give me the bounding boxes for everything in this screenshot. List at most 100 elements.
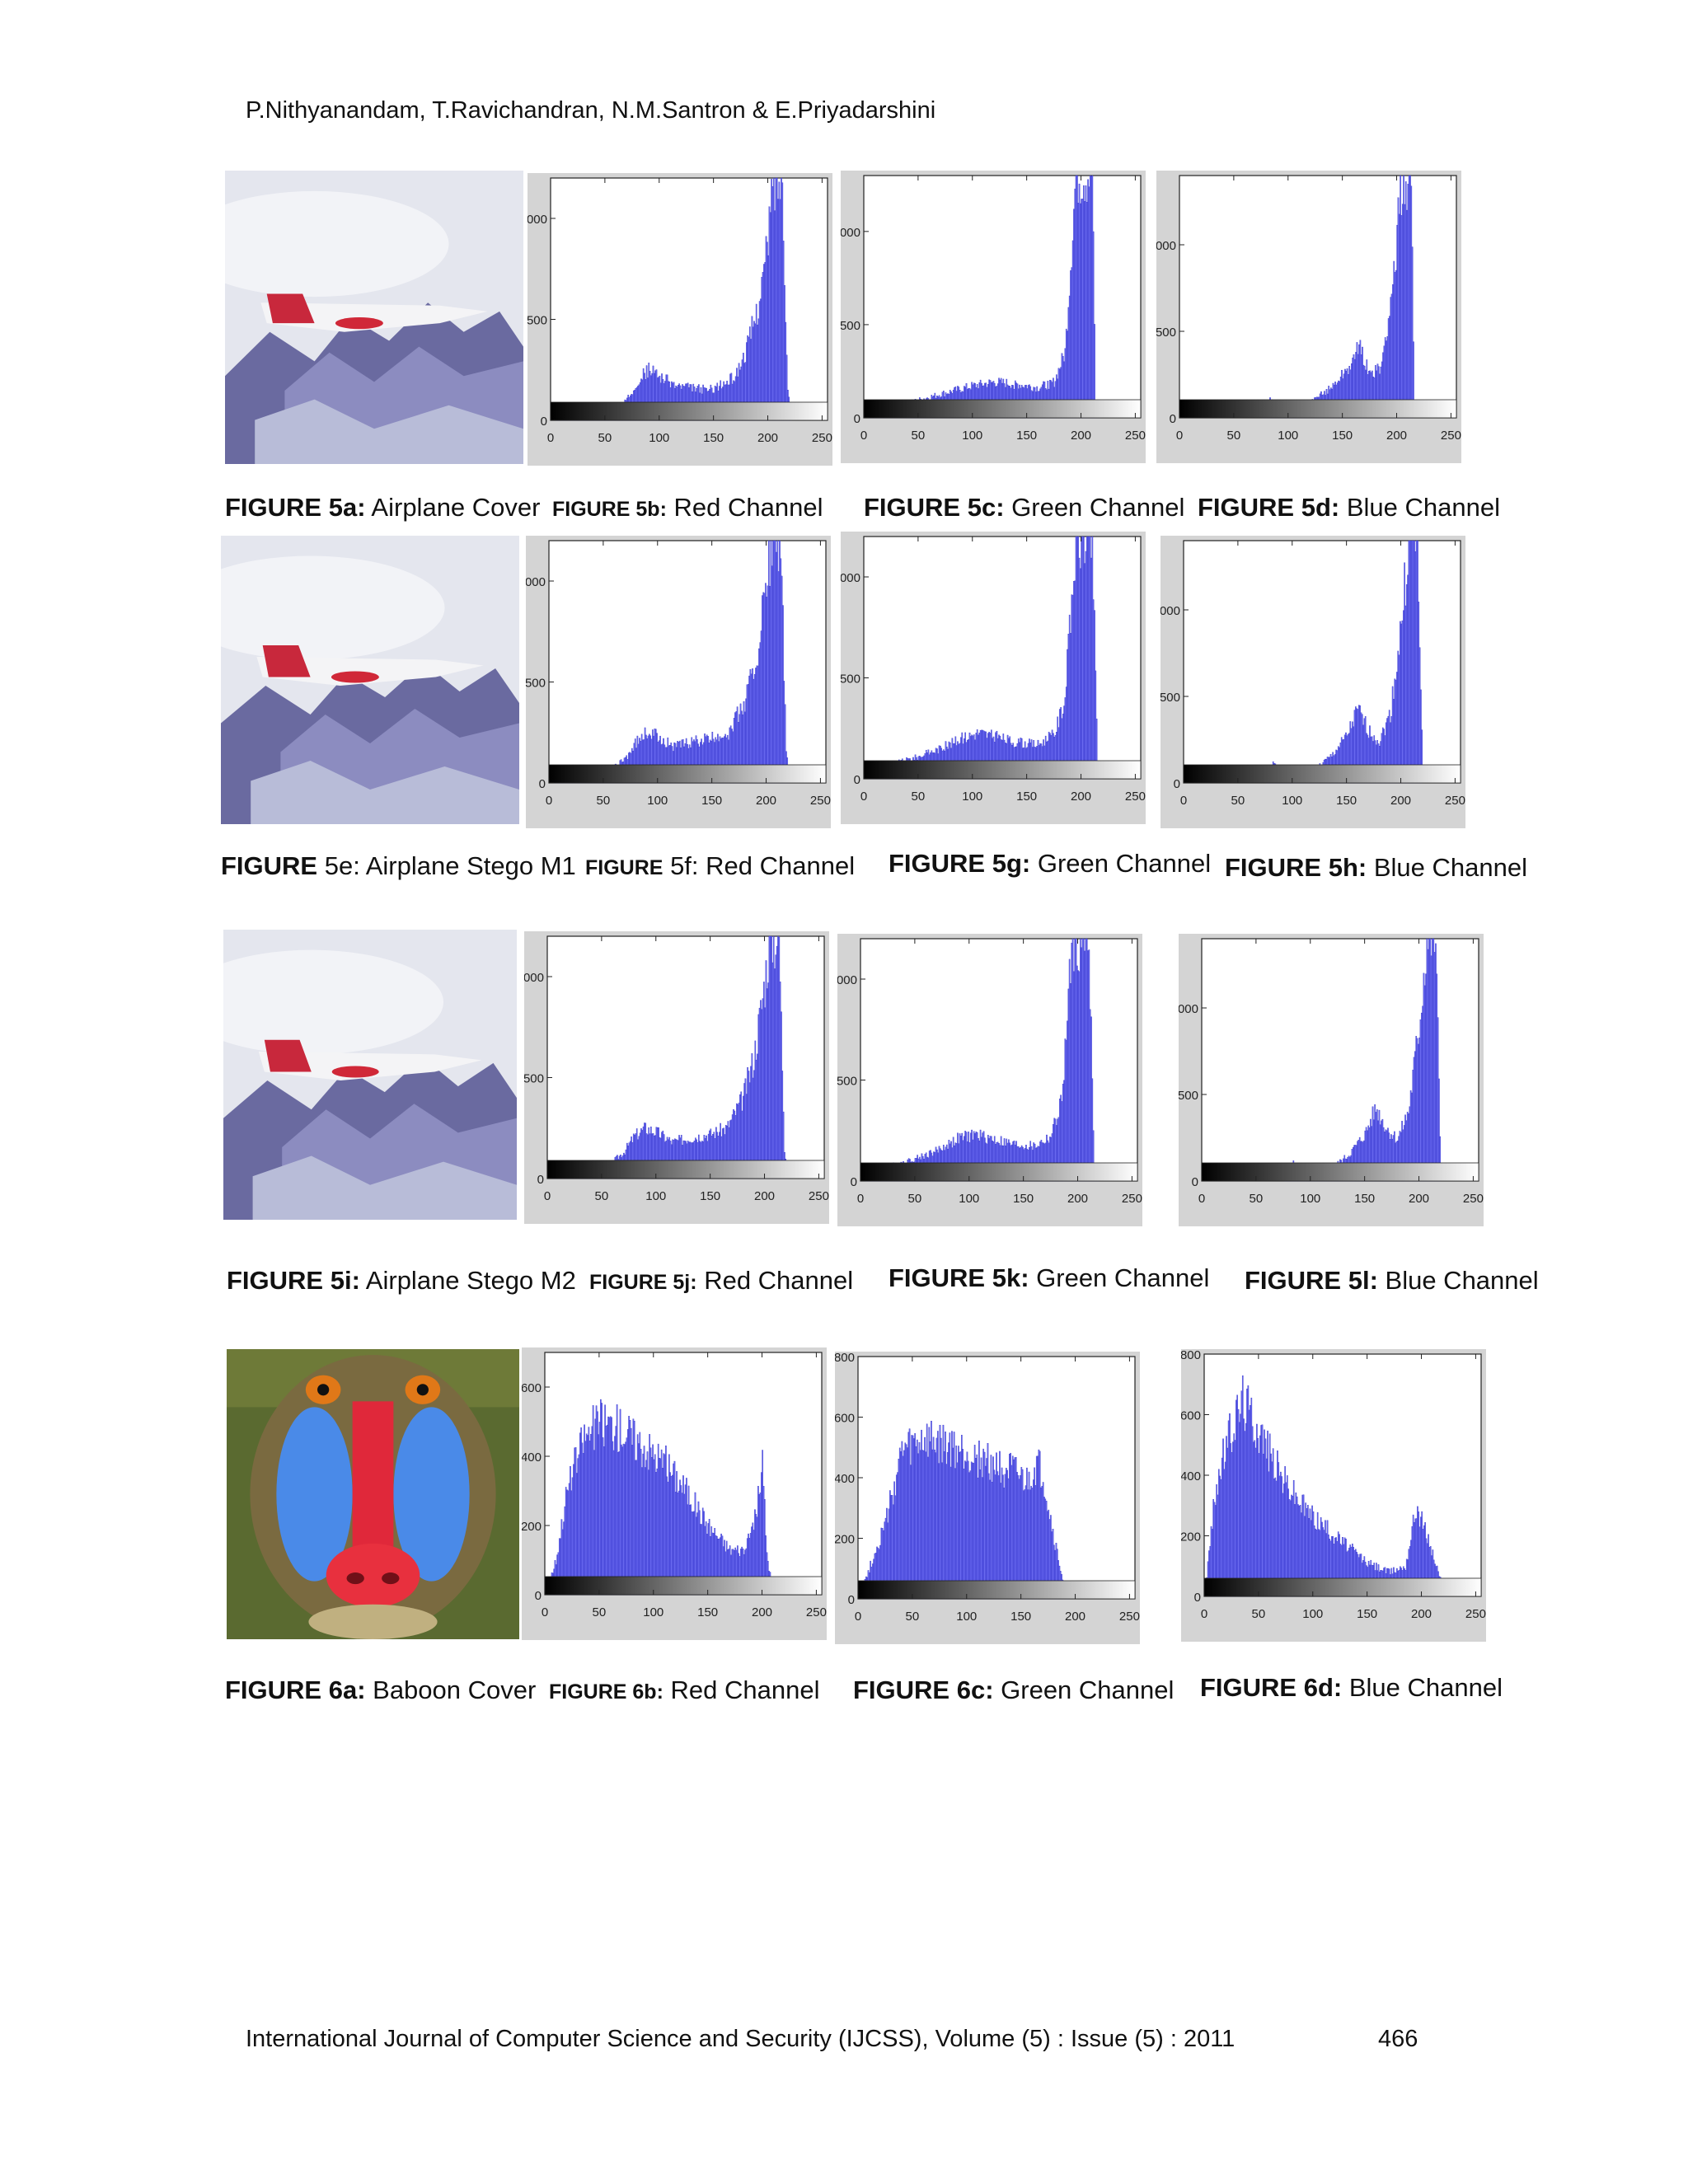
histogram-bar [1415,540,1418,784]
page-number: 466 [1378,2026,1418,2052]
histogram-bar [962,1449,964,1600]
histogram-bar [777,199,779,421]
histogram-bar [1092,231,1095,419]
histogram-bar [1227,1420,1230,1597]
histogram-bar [1006,1469,1008,1600]
histogram-bar [1237,1408,1240,1597]
x-tick-label: 200 [1411,1607,1432,1621]
histogram-bar [910,1465,912,1600]
histogram-bar [915,1446,917,1600]
y-tick-label: 0 [1170,412,1176,426]
histogram-bar [1223,1469,1226,1597]
histogram-bar [1092,599,1095,780]
histogram-svg: 0 500 1000 0 50 100 150 200 250 [841,532,1146,824]
histogram-bar [765,583,767,784]
histogram-bar [987,1473,990,1600]
x-tick-label: 100 [962,429,982,443]
histogram-bar [929,1441,931,1600]
histogram-bar [574,1447,576,1596]
histogram-bar [641,1467,643,1596]
histogram-bar [1222,1438,1224,1597]
histogram-bar [1068,614,1071,780]
histogram-bar [1422,1005,1423,1182]
histogram-bar [614,1436,616,1596]
histogram-bar [1246,1388,1248,1597]
histogram-bar [986,1458,987,1600]
x-tick-label: 100 [1278,429,1298,443]
histogram-bar [1087,536,1089,780]
histogram-bar [1268,1433,1271,1597]
histogram-bar [771,186,774,421]
x-tick-label: 100 [649,431,669,445]
histogram-bar [1403,610,1404,784]
x-tick-label: 200 [1409,1192,1429,1206]
histogram-bar [937,1431,939,1600]
histogram-bar [1074,938,1076,1182]
intensity-gradient-strip [1203,1577,1482,1597]
x-tick-label: 150 [703,431,724,445]
x-tick-label: 150 [1332,429,1353,443]
histogram-bar [921,1450,924,1600]
histogram-bar [1011,1455,1014,1600]
histogram-bar [767,982,769,1179]
histogram-bar [573,1464,574,1596]
x-tick-label: 50 [1227,429,1241,443]
histogram-bar [1090,176,1092,419]
histogram-bar [922,1451,925,1600]
histogram-bar [763,264,765,421]
histogram-bar [1270,1453,1272,1597]
x-tick-label: 50 [593,1605,607,1619]
histogram-bar [635,1460,638,1596]
x-tick-label: 100 [1282,794,1302,808]
x-tick-label: 150 [700,1189,720,1203]
y-tick-label: 1000 [524,971,544,985]
y-tick-label: 800 [835,1352,855,1365]
histogram-bar [914,1433,916,1600]
x-tick-label: 200 [1390,794,1411,808]
caption-5b: FIGURE 5b: Red Channel [552,493,823,522]
intensity-gradient-strip [550,401,828,421]
y-tick-label: 200 [522,1520,542,1534]
histogram-bar [1039,1451,1041,1600]
histogram-bar [1017,1475,1020,1600]
histogram-bar [1078,557,1081,780]
histogram-bar [629,1419,631,1596]
histogram-bar [1088,949,1090,1182]
histogram-5h: 0 500 1000 0 50 100 150 200 250 [1160,536,1465,828]
histogram-bar [1248,1409,1250,1597]
histogram-bar [1401,620,1404,784]
x-tick-label: 250 [1441,429,1461,443]
histogram-bar [1407,574,1409,784]
histogram-bar [633,1420,635,1596]
histogram-bar [968,1472,970,1600]
histogram-bar [1077,970,1079,1182]
x-tick-label: 150 [1013,1192,1034,1206]
intensity-gradient-strip [857,1580,1136,1600]
histogram-bar [1417,540,1418,784]
journal-footer: International Journal of Computer Scienc… [246,2026,1236,2052]
histogram-bar [972,1462,973,1600]
histogram-bar [760,1000,762,1179]
x-tick-label: 150 [1336,794,1357,808]
histogram-bar [1426,938,1428,1182]
histogram-bar [912,1435,914,1600]
histogram-bar [1415,1036,1418,1182]
histogram-bar [624,1444,626,1596]
intensity-gradient-strip [1183,764,1461,784]
x-tick-label: 100 [956,1610,977,1624]
caption-5e: FIGURE 5e: Airplane Stego M1 [221,851,576,880]
histogram-5j: 0 500 1000 0 50 100 150 200 250 [524,931,829,1224]
histogram-bar [601,1403,603,1596]
histogram-bar [1074,188,1076,419]
histogram-bar [781,575,783,784]
histogram-bar [1395,269,1397,419]
histogram-bar [605,1425,607,1596]
x-tick-label: 250 [812,431,832,445]
caption-6b: FIGURE 6b: Red Channel [549,1675,820,1704]
histogram-bar [1067,634,1070,780]
histogram-bar [758,1007,761,1179]
histogram-6d: 0 200 400 600 800 0 50 100 150 200 250 [1181,1349,1486,1642]
histogram-bar [1085,536,1088,780]
histogram-bar [1405,584,1408,784]
histogram-bar [1090,1016,1092,1182]
